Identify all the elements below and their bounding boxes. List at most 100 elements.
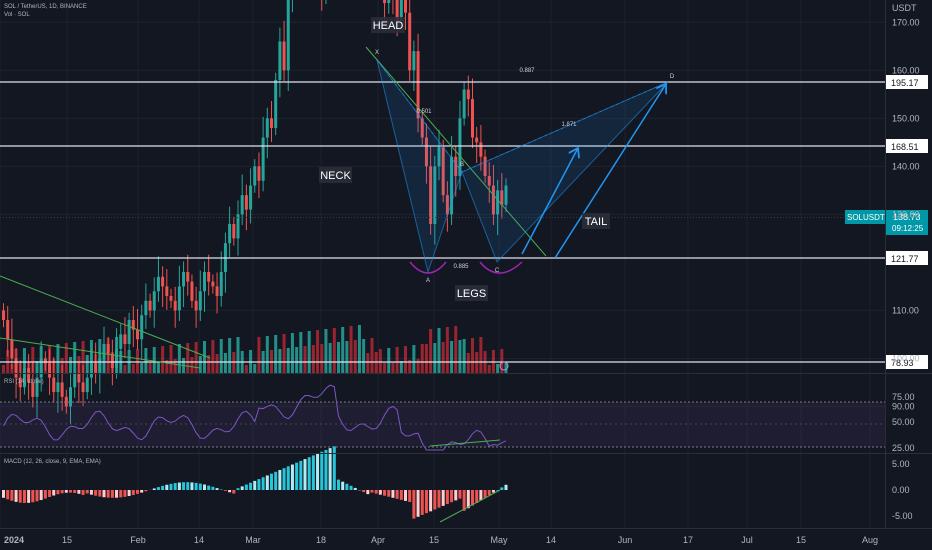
candle-body xyxy=(69,387,72,407)
candle-body xyxy=(89,363,93,378)
candle-body xyxy=(81,382,85,393)
volume-bar xyxy=(412,345,416,373)
drawing-layer[interactable]: 195.17 168.51 121.77 78.93 SOLUSDT 138.73 09:1… xyxy=(0,17,928,371)
volume-bar xyxy=(408,360,412,373)
macd-histogram-bar xyxy=(307,457,311,490)
macd-histogram-bar xyxy=(31,490,35,503)
price-level-tag-text: 78.93 xyxy=(891,358,914,368)
candlestick-series[interactable] xyxy=(2,0,508,424)
macd-histogram-bar xyxy=(115,490,119,498)
tail-label-box xyxy=(582,213,610,229)
candle-body xyxy=(169,296,173,301)
candle-body xyxy=(14,358,18,378)
candle-body xyxy=(35,377,39,397)
candle-body xyxy=(500,190,504,205)
macd-histogram-bar xyxy=(22,490,26,503)
macd-histogram-bar xyxy=(240,486,244,490)
candle-body xyxy=(253,166,257,186)
ratio-label: 0.885 xyxy=(453,264,469,270)
candle-body xyxy=(2,310,5,321)
volume-bar xyxy=(345,341,349,373)
macd-histogram-bar xyxy=(320,451,324,490)
volume-bar xyxy=(441,342,445,373)
volume-bar xyxy=(399,361,403,373)
volume-bar xyxy=(198,356,202,373)
price-level-tag xyxy=(886,251,928,265)
countdown-text: 09:12:25 xyxy=(892,224,924,233)
volume-bar xyxy=(140,363,144,373)
candle-body xyxy=(383,0,387,4)
macd-histogram-bar xyxy=(48,490,52,497)
volume-indicator-label[interactable]: Vol · SOL xyxy=(4,12,30,18)
time-axis-label: 15 xyxy=(429,535,439,545)
candle-body xyxy=(475,137,479,143)
candle-body xyxy=(52,377,56,393)
macd-histogram-bar xyxy=(395,490,399,499)
macd-histogram-bar xyxy=(123,490,127,497)
candle-body xyxy=(182,272,186,287)
macd-histogram-bar xyxy=(345,483,349,490)
macd-histogram-bar xyxy=(366,490,370,495)
macd-histogram-bar xyxy=(424,490,428,514)
rsi-pane[interactable]: RSI (14, close) xyxy=(0,379,885,451)
volume-bar xyxy=(169,345,173,373)
candle-body xyxy=(274,79,278,128)
chart-symbol-title[interactable]: SOL / TetherUS, 1D, BINANCE xyxy=(4,4,87,10)
macd-histogram-bar xyxy=(433,490,437,510)
volume-bar xyxy=(349,326,353,373)
volume-bar xyxy=(311,345,315,373)
candle-body xyxy=(127,320,131,345)
candle-body xyxy=(186,272,190,282)
symbol-tag-text: SOLUSDT xyxy=(847,213,885,222)
volume-bar xyxy=(299,332,303,373)
volume-bar xyxy=(337,342,340,373)
rsi-axis-tick: 50.00 xyxy=(892,417,915,427)
volume-bar xyxy=(165,360,169,373)
volume-bar xyxy=(228,338,232,373)
time-axis-label: 15 xyxy=(62,535,72,545)
volume-bar xyxy=(295,347,299,373)
candle-body xyxy=(18,377,22,388)
macd-histogram-bar xyxy=(391,490,395,498)
volume-bar xyxy=(487,365,491,373)
macd-histogram-bar xyxy=(249,482,253,490)
macd-histogram-bar xyxy=(303,459,307,490)
trendline xyxy=(365,46,547,257)
candle-body xyxy=(211,281,215,287)
volume-bar xyxy=(219,339,223,373)
candle-body xyxy=(148,300,152,311)
price-level-tag-text: 168.51 xyxy=(891,142,919,152)
rsi-axis-tick: 75.00 xyxy=(892,392,915,402)
rsi-divergence-line xyxy=(429,439,501,447)
macd-histogram-bar xyxy=(182,482,186,490)
macd-histogram-bar xyxy=(445,490,449,505)
macd-histogram-bar xyxy=(211,486,215,490)
volume-bar xyxy=(257,337,261,373)
grid-lines xyxy=(0,0,885,528)
time-axis-label: Jul xyxy=(741,535,753,545)
candle-body xyxy=(286,0,290,71)
price-level-tag-text: 121.77 xyxy=(891,254,919,264)
legs-label-box xyxy=(455,285,488,301)
volume-bar xyxy=(416,359,420,373)
macd-histogram-bar xyxy=(328,448,332,490)
candle-body xyxy=(60,382,64,397)
candle-body xyxy=(198,291,202,311)
volume-bar xyxy=(274,335,278,373)
macd-histogram-bar xyxy=(43,490,47,499)
candle-body xyxy=(140,315,144,340)
macd-pane[interactable]: MACD (12, 26, close, 9, EMA, EMA) xyxy=(2,446,508,523)
volume-bar xyxy=(173,359,177,373)
macd-histogram-bar xyxy=(98,490,102,497)
candle-body xyxy=(94,363,98,373)
candle-body xyxy=(424,137,428,167)
macd-divergence-line xyxy=(439,489,501,523)
rsi-line xyxy=(3,384,507,451)
candle-body xyxy=(22,368,26,388)
macd-histogram-bar xyxy=(349,485,353,490)
candle-body xyxy=(177,286,181,311)
price-axis-tick: 170.00 xyxy=(892,17,920,27)
macd-histogram-bar xyxy=(471,490,474,506)
